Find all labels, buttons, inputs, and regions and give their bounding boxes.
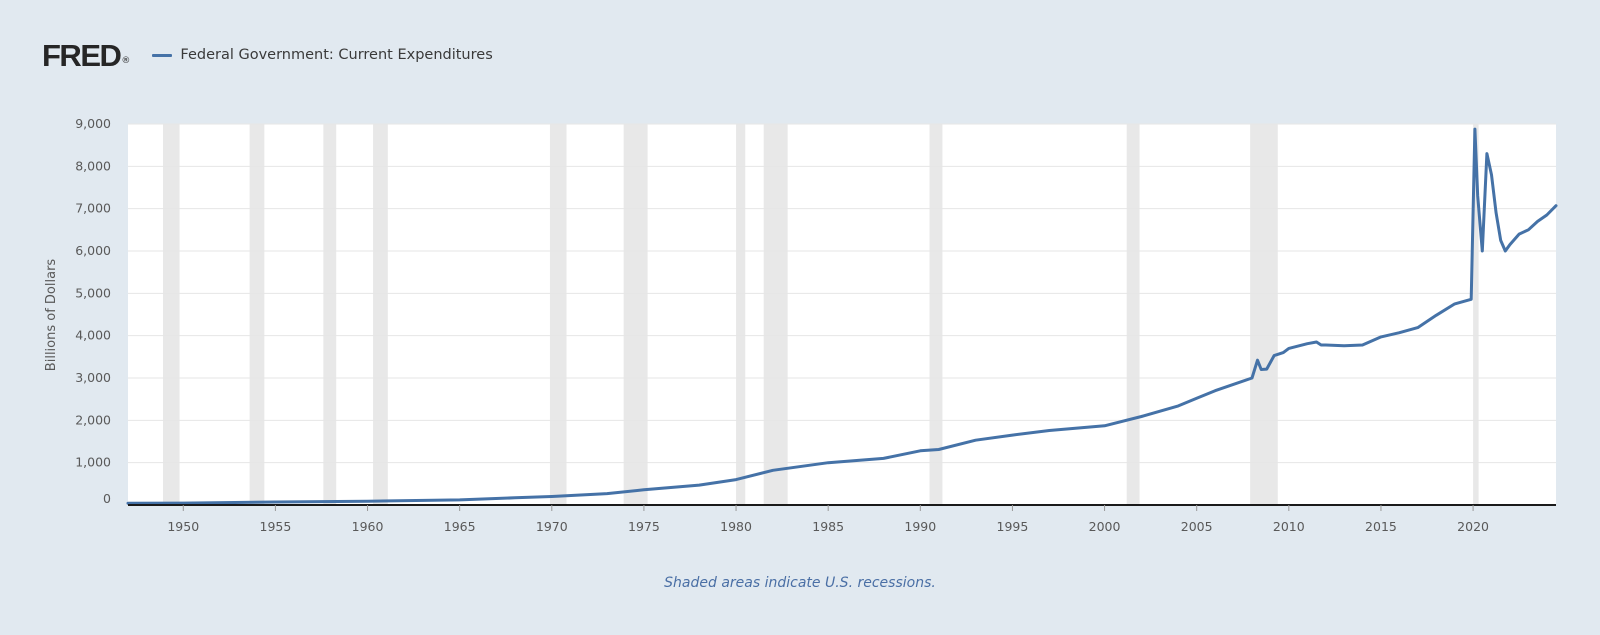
x-tick-label: 2020 [1457,519,1489,534]
x-tick-label: 1975 [628,519,660,534]
x-tick-label: 2005 [1181,519,1213,534]
recession-band [623,124,648,505]
recession-band [763,124,788,505]
recession-band [163,124,180,505]
x-tick-label: 1965 [444,519,476,534]
recession-band [549,124,567,505]
y-tick-label: 4,000 [75,328,111,343]
recession-note: Shaded areas indicate U.S. recessions. [664,575,936,591]
x-tick-label: 1960 [352,519,384,534]
x-tick-label: 1980 [720,519,752,534]
y-tick-label: 8,000 [75,158,111,173]
x-tick-label: 1950 [167,519,199,534]
recession-band [1473,124,1479,505]
y-tick-label: 1,000 [75,455,111,470]
legend[interactable]: Federal Government: Current Expenditures [152,47,493,63]
y-tick-label: 5,000 [75,285,111,300]
recession-band [323,124,337,505]
recession-band [1126,124,1140,505]
recession-band [736,124,746,505]
recession-bands [163,124,1479,505]
y-tick-label: 3,000 [75,370,111,385]
x-tick-label: 1990 [904,519,936,534]
x-tick-label: 2015 [1365,519,1397,534]
series-layer [126,127,1558,505]
x-axis-ticks: 1950 1955 1960 1965 1970 1975 1980 1985 1990 1995… [167,505,1489,534]
fred-logo[interactable]: FRED [42,37,122,73]
recession-band [929,124,943,505]
x-tick-label: 2010 [1273,519,1305,534]
y-tick-label: 6,000 [75,243,111,258]
legend-label: Federal Government: Current Expenditures [180,47,493,63]
recession-band [249,124,265,505]
y-tick-label: 0 [103,491,111,506]
x-tick-label: 1985 [812,519,844,534]
y-axis-label: Billions of Dollars [44,259,59,372]
y-tick-label: 7,000 [75,201,111,216]
series-line [126,127,1558,505]
legend-swatch [152,53,173,57]
recession-band [1250,124,1278,505]
chart-header: FRED ® Federal Government: Current Expen… [42,37,493,73]
x-tick-label: 1995 [997,519,1029,534]
x-tick-label: 1955 [260,519,292,534]
registered-mark: ® [121,56,131,66]
y-tick-label: 2,000 [75,412,111,427]
y-axis-ticks: 0 1,000 2,000 3,000 4,000 5,000 6,000 7,000 8,00… [75,116,111,506]
y-tick-label: 9,000 [75,116,111,131]
recession-band [373,124,388,505]
x-tick-label: 1970 [536,519,568,534]
x-tick-label: 2000 [1089,519,1121,534]
plot-area [128,124,1556,505]
